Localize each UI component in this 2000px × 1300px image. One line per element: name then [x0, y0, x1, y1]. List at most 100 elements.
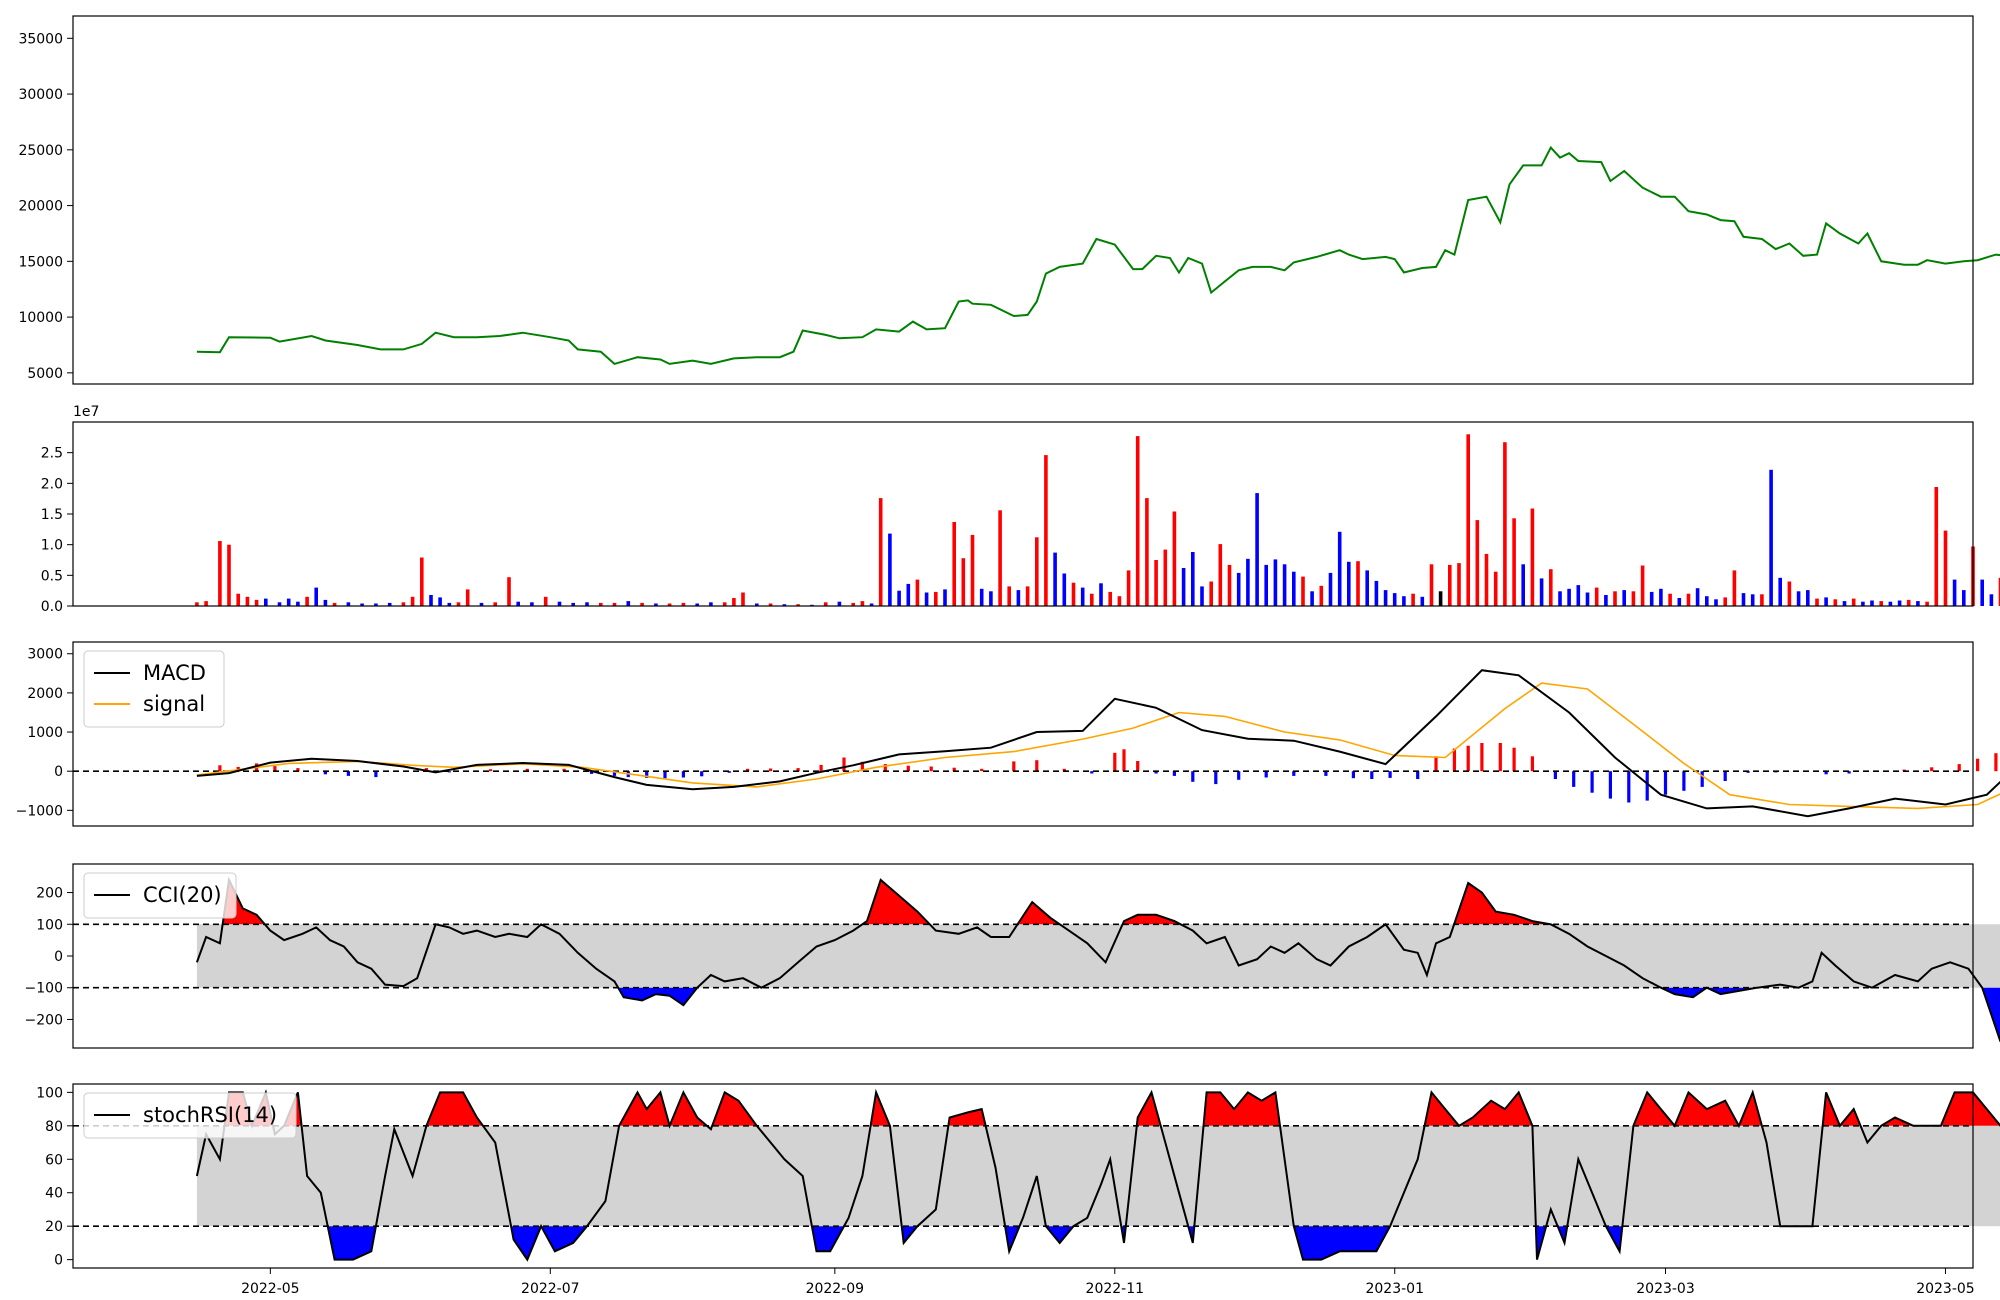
macd-histogram-bar [1292, 771, 1296, 776]
cci-ytick-label: 0 [54, 949, 63, 965]
volume-bar [1163, 549, 1168, 606]
volume-bar [722, 602, 727, 606]
volume-bar [1806, 590, 1810, 606]
macd-histogram-bar [700, 771, 704, 777]
volume-bar [1870, 600, 1874, 606]
volume-bar [741, 592, 745, 606]
volume-bar [989, 591, 993, 606]
macd-histogram-bar [612, 771, 617, 776]
macd-histogram-bar [860, 761, 864, 772]
macd-histogram-bar [952, 767, 956, 772]
macd-histogram-bar [1480, 743, 1484, 772]
cci-line [195, 876, 2000, 1043]
volume-bar [869, 603, 874, 606]
volume-ytick-label: 2.5 [41, 446, 63, 462]
volume-bar [1576, 585, 1581, 606]
volume-bar [296, 601, 300, 606]
volume-bar [1649, 591, 1654, 606]
price-ytick-label: 10000 [18, 310, 63, 326]
stochrsi-band [196, 1125, 2000, 1227]
volume-bar [823, 602, 828, 606]
volume-bar [1117, 596, 1122, 606]
volume-bar [1080, 587, 1085, 606]
macd-histogram-bar [1466, 745, 1470, 772]
volume-bar [1668, 593, 1672, 606]
volume-bar [667, 603, 672, 606]
volume-bar [1897, 600, 1902, 606]
volume-bar [755, 603, 759, 606]
price-ytick-label: 5000 [27, 366, 63, 382]
volume-bar [1613, 591, 1617, 606]
volume-bar [943, 589, 947, 606]
stochrsi-oversold-area [811, 1226, 844, 1252]
stochrsi-oversold-area [1293, 1226, 1391, 1260]
cci-overbought-area [1122, 914, 1181, 925]
volume-bar [1457, 563, 1461, 606]
macd-histogram-bar [1930, 767, 1934, 772]
macd-ytick-label: −1000 [16, 803, 63, 819]
volume-ytick-label: 1.5 [41, 507, 63, 523]
macd-histogram-bar [1498, 743, 1502, 772]
volume-bar [1053, 552, 1057, 606]
volume-bar [1246, 558, 1250, 606]
volume-bar [1191, 552, 1195, 606]
macd-histogram-bar [1530, 756, 1534, 772]
volume-bar [332, 602, 337, 606]
volume-bar [1154, 560, 1158, 606]
cci-oversold-area [1660, 987, 1758, 998]
stochrsi-overbought-area [1424, 1092, 1533, 1126]
macd-histogram-bar [374, 771, 378, 778]
volume-bar [1741, 593, 1746, 606]
volume-bar [236, 593, 240, 606]
volume-bar [438, 597, 442, 606]
volume-bar [768, 603, 773, 606]
volume-bar [1594, 587, 1599, 606]
volume-bar [1998, 577, 2000, 606]
volume-bar [557, 601, 562, 606]
volume-bar [934, 591, 938, 606]
macd-histogram-bar [1237, 771, 1241, 780]
volume-bar [1044, 455, 1048, 606]
macd-panel: −1000 0 1000 2000 3000 MACD signal [16, 641, 2000, 827]
stochrsi-overbought-area [1881, 1092, 2000, 1126]
cci-legend: CCI(20) [83, 872, 237, 919]
volume-bar [1337, 531, 1342, 606]
volume-bar [516, 601, 520, 606]
volume-bar [1659, 588, 1663, 606]
stochrsi-overbought-area [1633, 1092, 1762, 1126]
macd-histogram-bar [663, 771, 667, 779]
volume-bar [374, 603, 378, 606]
cci-ytick-label: 200 [36, 886, 63, 902]
volume-bar [429, 595, 433, 606]
volume-bar [1227, 564, 1232, 606]
macd-histogram-bar [1645, 771, 1649, 801]
volume-bar [897, 590, 901, 606]
macd-histogram-bar [1663, 771, 1668, 795]
volume-bar [1695, 588, 1700, 606]
stochrsi-overbought-area [1136, 1092, 1161, 1126]
x-tick-label: 2022-07 [521, 1281, 580, 1297]
macd-histogram-bar [1608, 771, 1612, 799]
cci-panel: −200 −100 0 100 200 CCI(20) [25, 863, 2000, 1049]
macd-histogram-bar [590, 771, 594, 774]
stochrsi-ytick-label: 40 [45, 1186, 63, 1202]
volume-bar [640, 602, 644, 606]
volume-bar [1732, 570, 1737, 606]
volume-bar [447, 602, 452, 606]
macd-histogram-bar [1351, 771, 1355, 779]
volume-bar [979, 588, 984, 606]
volume-bar [571, 602, 575, 606]
volume-bar [1374, 580, 1379, 606]
cci-legend-box [83, 872, 237, 919]
volume-bar [1934, 487, 1939, 606]
macd-histogram-bar [1113, 752, 1117, 772]
volume-bar [1071, 582, 1076, 606]
stochrsi-overbought-area [619, 1092, 707, 1126]
volume-bar [1438, 591, 1443, 606]
macd-histogram-bar [1154, 771, 1158, 774]
stochrsi-legend-label: stochRSI(14) [143, 1103, 277, 1127]
volume-bar [612, 602, 617, 606]
volume-bar [401, 602, 406, 606]
volume-bar [420, 557, 424, 606]
